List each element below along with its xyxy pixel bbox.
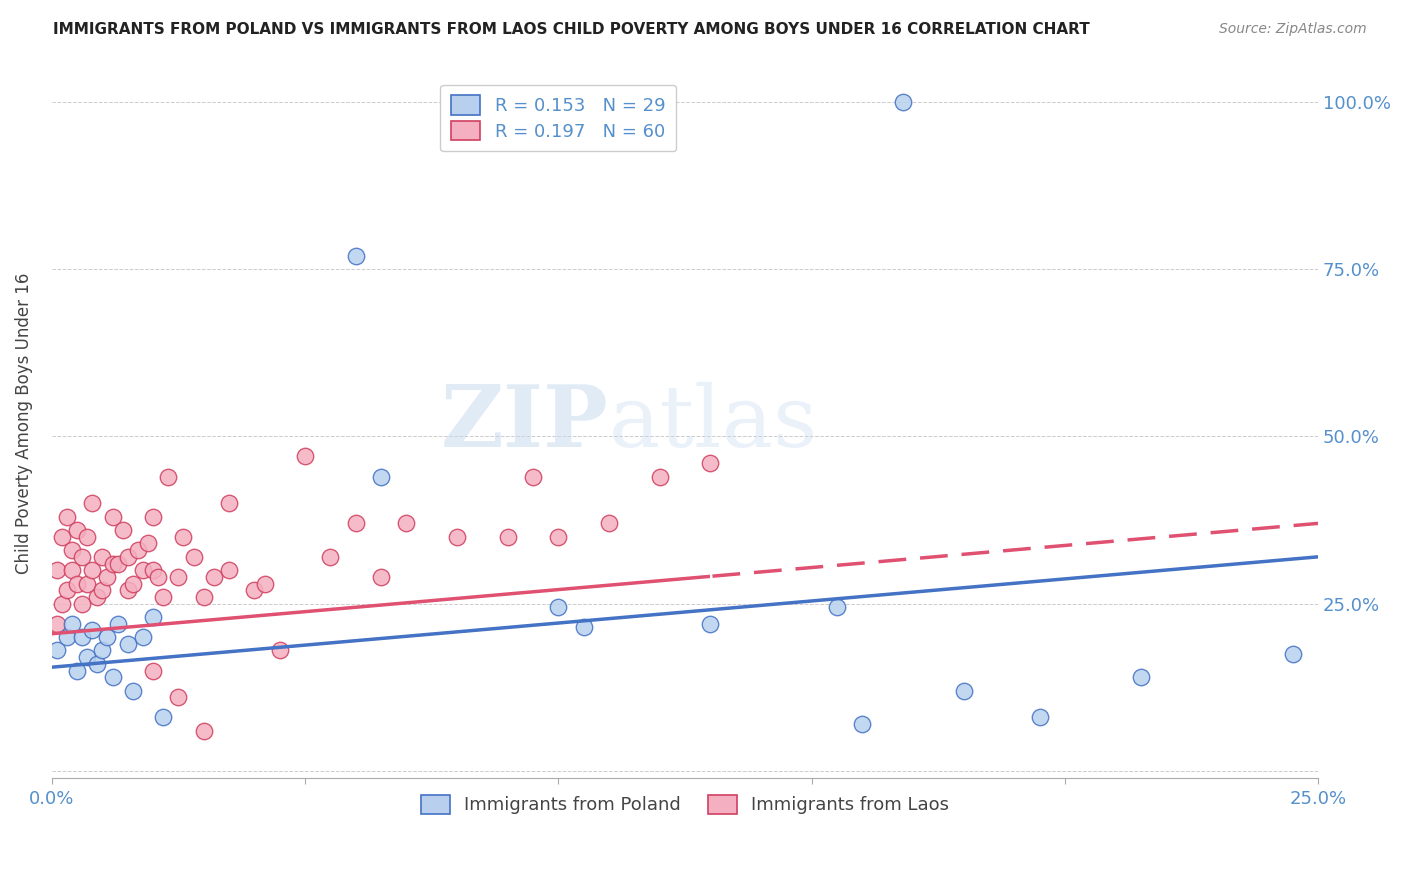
Point xyxy=(142,509,165,524)
Point xyxy=(294,450,316,464)
Point xyxy=(825,599,848,614)
Point xyxy=(127,543,149,558)
Point xyxy=(86,590,108,604)
Point xyxy=(572,620,595,634)
Point xyxy=(56,630,79,644)
Text: atlas: atlas xyxy=(609,382,818,465)
Point xyxy=(101,509,124,524)
Point xyxy=(344,249,367,263)
Point xyxy=(96,630,118,644)
Point xyxy=(218,496,240,510)
Point xyxy=(172,530,194,544)
Point xyxy=(167,570,190,584)
Point xyxy=(547,599,569,614)
Point xyxy=(66,523,89,537)
Point xyxy=(107,557,129,571)
Point xyxy=(142,664,165,678)
Point xyxy=(121,576,143,591)
Point xyxy=(851,717,873,731)
Point xyxy=(117,583,139,598)
Point xyxy=(142,610,165,624)
Point xyxy=(76,576,98,591)
Point xyxy=(522,469,544,483)
Point xyxy=(101,670,124,684)
Point xyxy=(157,469,180,483)
Point xyxy=(891,95,914,109)
Point xyxy=(319,549,342,564)
Point xyxy=(146,570,169,584)
Point xyxy=(91,643,114,657)
Point xyxy=(82,563,104,577)
Point xyxy=(60,616,83,631)
Y-axis label: Child Poverty Among Boys Under 16: Child Poverty Among Boys Under 16 xyxy=(15,272,32,574)
Point xyxy=(86,657,108,671)
Point xyxy=(496,530,519,544)
Point xyxy=(60,543,83,558)
Point xyxy=(253,576,276,591)
Point xyxy=(96,570,118,584)
Point xyxy=(167,690,190,705)
Point xyxy=(243,583,266,598)
Legend: Immigrants from Poland, Immigrants from Laos: Immigrants from Poland, Immigrants from … xyxy=(411,784,960,825)
Point xyxy=(45,616,67,631)
Point xyxy=(70,549,93,564)
Point xyxy=(70,597,93,611)
Point xyxy=(547,530,569,544)
Point xyxy=(1129,670,1152,684)
Point xyxy=(344,516,367,531)
Point xyxy=(82,624,104,638)
Point xyxy=(395,516,418,531)
Point xyxy=(152,590,174,604)
Point xyxy=(1028,710,1050,724)
Point xyxy=(193,590,215,604)
Text: Source: ZipAtlas.com: Source: ZipAtlas.com xyxy=(1219,22,1367,37)
Point xyxy=(76,530,98,544)
Point xyxy=(183,549,205,564)
Point xyxy=(1281,647,1303,661)
Text: ZIP: ZIP xyxy=(441,381,609,465)
Point xyxy=(218,563,240,577)
Point xyxy=(699,456,721,470)
Point xyxy=(142,563,165,577)
Point xyxy=(648,469,671,483)
Point xyxy=(598,516,620,531)
Point xyxy=(91,549,114,564)
Point xyxy=(56,509,79,524)
Point xyxy=(136,536,159,550)
Point xyxy=(66,576,89,591)
Point xyxy=(60,563,83,577)
Point xyxy=(111,523,134,537)
Point xyxy=(70,630,93,644)
Point xyxy=(370,469,392,483)
Point xyxy=(121,683,143,698)
Point xyxy=(66,664,89,678)
Point xyxy=(107,616,129,631)
Point xyxy=(202,570,225,584)
Point xyxy=(91,583,114,598)
Point xyxy=(51,597,73,611)
Text: IMMIGRANTS FROM POLAND VS IMMIGRANTS FROM LAOS CHILD POVERTY AMONG BOYS UNDER 16: IMMIGRANTS FROM POLAND VS IMMIGRANTS FRO… xyxy=(53,22,1090,37)
Point xyxy=(152,710,174,724)
Point xyxy=(117,637,139,651)
Point xyxy=(446,530,468,544)
Point xyxy=(56,583,79,598)
Point xyxy=(193,723,215,738)
Point xyxy=(82,496,104,510)
Point xyxy=(699,616,721,631)
Point xyxy=(269,643,291,657)
Point xyxy=(101,557,124,571)
Point xyxy=(117,549,139,564)
Point xyxy=(132,563,155,577)
Point xyxy=(45,563,67,577)
Point xyxy=(132,630,155,644)
Point xyxy=(370,570,392,584)
Point xyxy=(76,650,98,665)
Point xyxy=(952,683,974,698)
Point xyxy=(51,530,73,544)
Point xyxy=(45,643,67,657)
